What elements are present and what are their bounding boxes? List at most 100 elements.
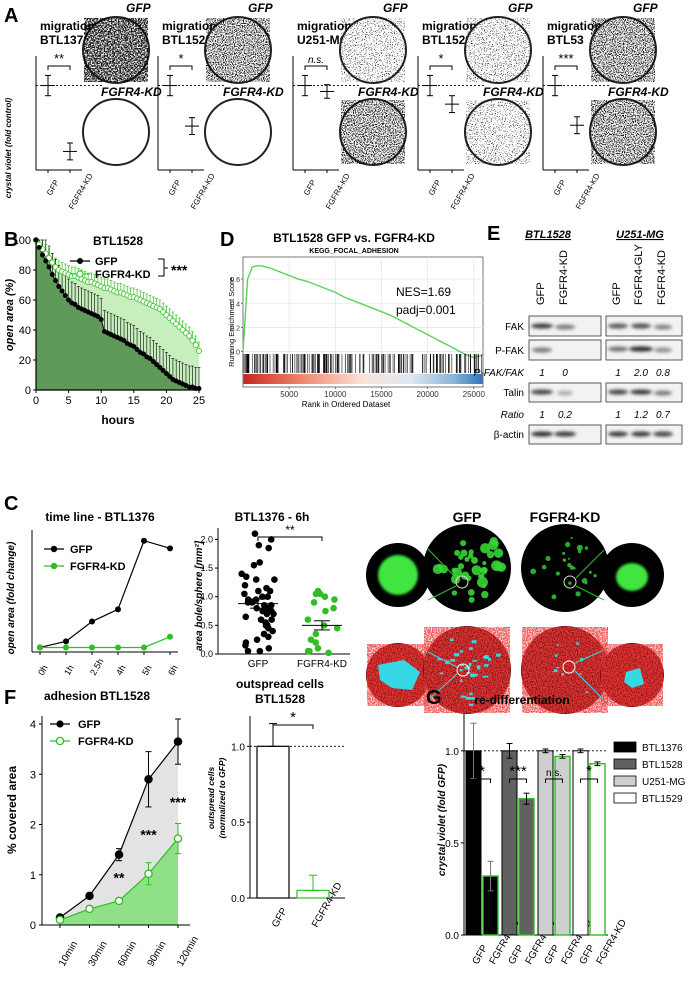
micro-hole [439, 672, 444, 675]
blot-talin-ratio: 1.2 [634, 410, 648, 421]
panel-c2-ytick-label: 1.0 [200, 592, 213, 602]
panel-a-cond-gfp: GFP [167, 178, 183, 197]
panel-f: F adhesion BTL1528 % covered area 0 1 2 3 4 *… [4, 677, 345, 969]
micro-hole [487, 657, 492, 661]
micro-green-cell [551, 594, 557, 600]
panel-g-ylabel: crystal violet (fold GFP) [437, 763, 448, 876]
panel-c-title1: time line - BTL1376 [45, 510, 155, 524]
panel-g-sig-bracket [509, 778, 527, 783]
micro-green-cell [439, 564, 448, 574]
well-image-texture-kd [466, 100, 530, 164]
scatter-point-gfp [256, 647, 264, 655]
scatter-point-gfp [271, 576, 278, 583]
blot-band [653, 431, 673, 437]
panel-b-ytick-label: 80 [19, 265, 31, 277]
micro-hole [450, 658, 456, 662]
zoom-green-kd-blob [616, 563, 648, 591]
point-fgfr4-kd [192, 341, 199, 349]
timeline-point-kd [167, 633, 173, 640]
blot-row-label: Ratio [501, 410, 525, 421]
panel-d-nes: NES=1.69 [396, 285, 451, 299]
panel-d-xlabel: Rank in Ordered Dataset [302, 400, 391, 409]
blot-band [557, 390, 573, 396]
micro-green-cell [457, 563, 465, 570]
enrichment-curve [242, 265, 484, 359]
panel-a-img-label-kd: FGFR4-KD [358, 85, 419, 99]
panel-a-img-label-kd: FGFR4-KD [483, 85, 544, 99]
micro-green-cell [454, 549, 461, 556]
micro-green-cell [584, 546, 589, 550]
panel-d-ytick-label: 0.0 [230, 350, 240, 357]
point-fgfr4-kd [189, 337, 196, 344]
blot-band [531, 389, 553, 395]
scatter-point-kd [333, 624, 341, 632]
panel-a-img-label-gfp: GFP [383, 1, 409, 15]
blot-band [555, 324, 575, 330]
panel-a-cond-gfp: GFP [427, 178, 443, 197]
well-image-texture-gfp [591, 18, 655, 82]
panel-c2-sig-bracket [257, 536, 323, 541]
panel-c2-ytick-label: 2.0 [200, 534, 213, 544]
micro-green-cell [493, 548, 504, 558]
panel-b: B BTL1528 open area (%) hours 0 20 40 60 80 1… [4, 229, 205, 427]
legend-label: BTL1376 [642, 743, 683, 754]
blot-group2-title: U251-MG [616, 229, 664, 241]
scatter-point-kd [306, 647, 313, 655]
adhesion-point-kd [85, 904, 94, 914]
blot-talin-ratio: 1 [539, 410, 545, 421]
legend-kd: FGFR4-KD [95, 269, 151, 281]
panel-a-sub-title1: migration [40, 19, 95, 33]
panel-c1-xtick-label: 5h [140, 663, 154, 677]
scatter-point-gfp [266, 587, 274, 595]
scatter-point-kd [331, 596, 338, 603]
micro-hole [459, 650, 463, 653]
legend-swatch [613, 741, 637, 753]
timeline-point-gfp [115, 606, 121, 613]
panel-d-title: BTL1528 GFP vs. FGFR4-KD [273, 231, 435, 245]
panel-a-sub-title2: U251-MG [297, 33, 349, 47]
panel-d-chart: 0.0 0.2 0.4 0.6 5000 10000 15000 20000 25000 [230, 256, 485, 399]
panel-d-padj: padj=0.001 [396, 303, 456, 317]
scatter-point-gfp [241, 590, 248, 598]
micro-green-cell [545, 555, 551, 562]
panel-a-sig: n.s. [308, 55, 324, 66]
point-gfp [49, 272, 55, 277]
zoom-hole-gfp [378, 660, 420, 690]
panel-f1-xtick-label: 10min [57, 939, 80, 968]
adhesion-point-kd [173, 834, 183, 843]
micro-hole [585, 691, 589, 694]
panel-f2-cond-label: FGFR4-KD [310, 881, 345, 930]
micro-hole [555, 654, 558, 657]
panel-a-sub-title2: BTL1376 [40, 33, 90, 47]
blot-lane-label: FGFR4-GLY [633, 243, 645, 305]
micro-green-cell [471, 565, 482, 576]
legend-c-gfp: GFP [70, 544, 93, 556]
legend-label: BTL1529 [642, 794, 683, 805]
micro-green-cell [468, 596, 475, 603]
point-gfp [160, 368, 166, 373]
point-gfp [62, 293, 68, 298]
micro-hole [482, 675, 489, 678]
panel-c1-xtick-label: 2.5h [88, 657, 105, 677]
micro-green-kd [521, 524, 609, 612]
point-gfp [59, 288, 65, 294]
blot-pfak-ratio: 2.0 [633, 368, 648, 379]
panel-d-xtick-label: 5000 [280, 390, 298, 399]
panel-a-cond-kd: FGFR4-KD [574, 172, 602, 211]
adhesion-sig: *** [170, 794, 187, 810]
well-image-texture-gfp [341, 18, 405, 82]
legend-gfp: GFP [95, 256, 118, 268]
panel-g-ytick-label: 1.0 [445, 747, 459, 758]
zoom-line [574, 670, 605, 701]
micro-hole [576, 642, 580, 645]
micro-hole [474, 673, 478, 677]
panel-d-subtitle: KEGG_FOCAL_ADHESION [309, 248, 398, 255]
point-fgfr4-kd [195, 347, 203, 355]
panel-b-xtick-label: 25 [193, 395, 205, 407]
panel-d-ytick-label: 0.4 [230, 301, 240, 308]
panel-a-sub-title2: BTL53 [547, 33, 584, 47]
micro-hole [437, 657, 442, 661]
panel-a-sig-bracket [47, 65, 71, 70]
